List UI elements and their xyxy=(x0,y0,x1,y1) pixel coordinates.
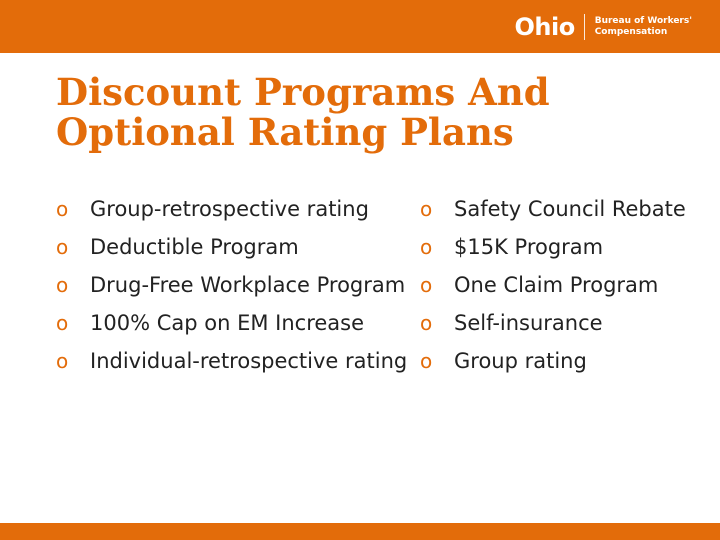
logo-divider xyxy=(583,14,585,40)
logo-line-2: Compensation xyxy=(594,27,668,37)
list-item: o Drug-Free Workplace Program xyxy=(56,268,411,302)
bullet-icon: o xyxy=(56,235,69,259)
bullet-icon: o xyxy=(420,197,433,221)
list-item: o Individual-retrospective rating xyxy=(56,344,411,378)
list-item-text: Group-retrospective rating xyxy=(90,197,369,221)
bullet-icon: o xyxy=(420,311,433,335)
list-item-text: Safety Council Rebate xyxy=(454,197,686,221)
list-item-text: Self-insurance xyxy=(454,311,603,335)
left-bullet-list: o Group-retrospective rating o Deductible … xyxy=(56,192,411,382)
list-item: o Group rating xyxy=(420,344,710,378)
logo-line-1: Bureau of Workers' xyxy=(594,16,692,26)
logo-agency-name: Bureau of Workers' Compensation xyxy=(595,16,692,38)
bullet-icon: o xyxy=(56,197,69,221)
bullet-icon: o xyxy=(420,273,433,297)
ohio-bwc-logo: Ohio Bureau of Workers' Compensation xyxy=(514,12,692,42)
list-item: o One Claim Program xyxy=(420,268,710,302)
list-item: o Group-retrospective rating xyxy=(56,192,411,226)
logo-wordmark: Ohio xyxy=(514,13,576,41)
footer-bar xyxy=(0,523,720,540)
list-item-text: Drug-Free Workplace Program xyxy=(90,273,406,297)
bullet-icon: o xyxy=(420,349,433,373)
slide-title: Discount Programs And Optional Rating Pl… xyxy=(56,72,696,152)
list-item-text: 100% Cap on EM Increase xyxy=(90,311,365,335)
list-item-text: Group rating xyxy=(454,349,587,373)
header-bar: Ohio Bureau of Workers' Compensation xyxy=(0,0,720,53)
right-bullet-list: o Safety Council Rebate o $15K Program o On… xyxy=(420,192,710,382)
list-item-text: Individual-retrospective rating xyxy=(90,349,408,373)
list-item: o $15K Program xyxy=(420,230,710,264)
bullet-icon: o xyxy=(56,349,69,373)
list-item-text: $15K Program xyxy=(454,235,604,259)
bullet-icon: o xyxy=(420,235,433,259)
bullet-icon: o xyxy=(56,273,69,297)
title-line-1: Discount Programs And xyxy=(56,70,550,114)
list-item: o Self-insurance xyxy=(420,306,710,340)
bullet-icon: o xyxy=(56,311,69,335)
list-item: o Deductible Program xyxy=(56,230,411,264)
list-item: o 100% Cap on EM Increase xyxy=(56,306,411,340)
list-item: o Safety Council Rebate xyxy=(420,192,710,226)
list-item-text: One Claim Program xyxy=(454,273,659,297)
list-item-text: Deductible Program xyxy=(90,235,299,259)
title-line-2: Optional Rating Plans xyxy=(56,110,514,154)
